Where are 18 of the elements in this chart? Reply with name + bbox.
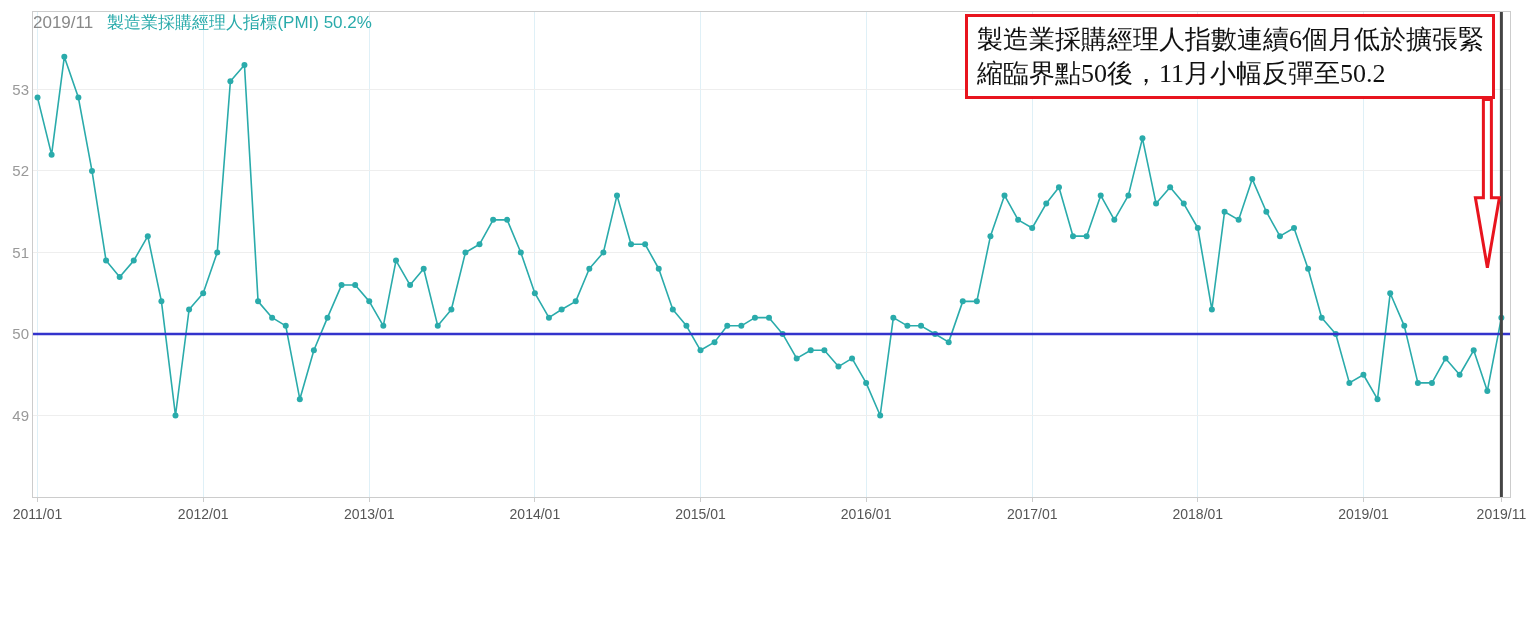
annotation: 2019/11: [33, 13, 94, 32]
x-tick-label: 2019/01: [1338, 505, 1389, 522]
y-tick-label: 51: [12, 243, 29, 261]
x-tick-label: 2011/01: [12, 505, 63, 522]
x-tick-label: 2016/01: [840, 505, 892, 522]
x-tick-label: 2014/01: [509, 505, 561, 522]
x-tick-label: 2012/01: [177, 505, 229, 522]
x-tick-label: 2019/11: [1476, 505, 1527, 522]
y-tick-label: 53: [12, 80, 29, 98]
y-tick-label: 52: [12, 162, 29, 180]
x-tick-label: 2017/01: [1006, 505, 1058, 522]
y-tick-label: 49: [12, 406, 29, 424]
y-tick-label: 50: [12, 325, 29, 343]
text: 製造業採購經理人指標(PMI) 50.2%: [107, 13, 372, 32]
x-tick-label: 2013/01: [343, 505, 395, 522]
x-tick-label: 2015/01: [675, 505, 727, 522]
x-tick-label: 2018/01: [1172, 505, 1224, 522]
annotation: 製造業採購經理人指數連續6個月低於擴張緊縮臨界點50後，11月小幅反彈至50.2: [976, 25, 1484, 88]
